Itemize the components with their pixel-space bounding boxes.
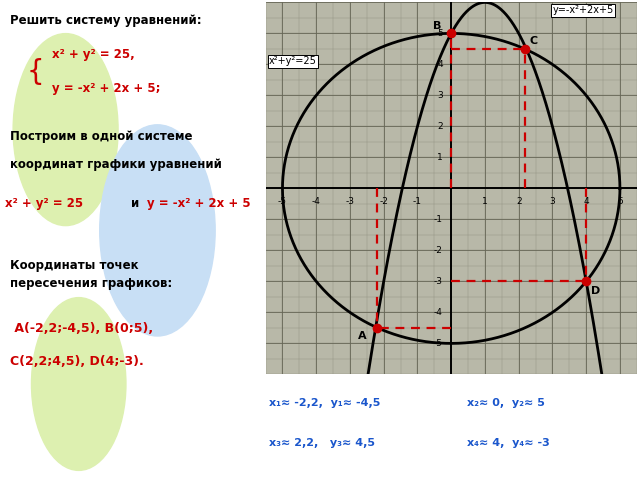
Text: 3: 3 [437,91,443,100]
Circle shape [13,34,118,226]
Text: C(2,2;4,5), D(4;-3).: C(2,2;4,5), D(4;-3). [10,355,144,368]
Text: x²+y²=25: x²+y²=25 [269,56,317,66]
Text: A(-2,2;-4,5), B(0;5),: A(-2,2;-4,5), B(0;5), [10,322,154,335]
Text: C: C [529,36,538,46]
Text: y = -x² + 2x + 5: y = -x² + 2x + 5 [147,197,251,210]
Text: 4: 4 [437,60,443,69]
Text: -4: -4 [312,197,321,206]
Text: x² + y² = 25,: x² + y² = 25, [52,48,135,61]
Text: Построим в одной системе: Построим в одной системе [10,130,193,143]
Text: x² + y² = 25: x² + y² = 25 [5,197,83,210]
Text: Координаты точек
пересечения графиков:: Координаты точек пересечения графиков: [10,259,173,290]
Text: и: и [131,197,140,210]
Text: 2: 2 [437,122,443,131]
Text: B: B [433,21,441,31]
Text: 2: 2 [516,197,522,206]
Text: -5: -5 [434,339,443,348]
Text: -2: -2 [434,246,443,255]
Text: D: D [591,286,600,296]
Text: -1: -1 [413,197,422,206]
Text: -1: -1 [434,215,443,224]
Text: 4: 4 [584,197,589,206]
Text: 1: 1 [437,153,443,162]
Text: -3: -3 [346,197,355,206]
Circle shape [31,298,126,470]
Text: {: { [26,58,44,85]
Text: y=-x²+2x+5: y=-x²+2x+5 [552,5,614,15]
Circle shape [100,125,215,336]
Text: A: A [358,331,367,341]
Text: 3: 3 [550,197,556,206]
Text: 5: 5 [437,29,443,38]
Text: y = -x² + 2x + 5;: y = -x² + 2x + 5; [52,82,161,95]
Text: -4: -4 [434,308,443,317]
Text: 1: 1 [482,197,488,206]
Text: -5: -5 [278,197,287,206]
Text: x₂≈ 0,  y₂≈ 5: x₂≈ 0, y₂≈ 5 [467,397,545,408]
Text: Решить систему уравнений:: Решить систему уравнений: [10,14,202,27]
Text: -2: -2 [380,197,388,206]
Text: x₁≈ -2,2,  y₁≈ -4,5: x₁≈ -2,2, y₁≈ -4,5 [269,397,380,408]
Text: 5: 5 [617,197,623,206]
Text: x₃≈ 2,2,   y₃≈ 4,5: x₃≈ 2,2, y₃≈ 4,5 [269,438,375,448]
Text: -3: -3 [434,277,443,286]
Text: координат графики уравнений: координат графики уравнений [10,158,222,171]
Text: x₄≈ 4,  y₄≈ -3: x₄≈ 4, y₄≈ -3 [467,438,550,448]
